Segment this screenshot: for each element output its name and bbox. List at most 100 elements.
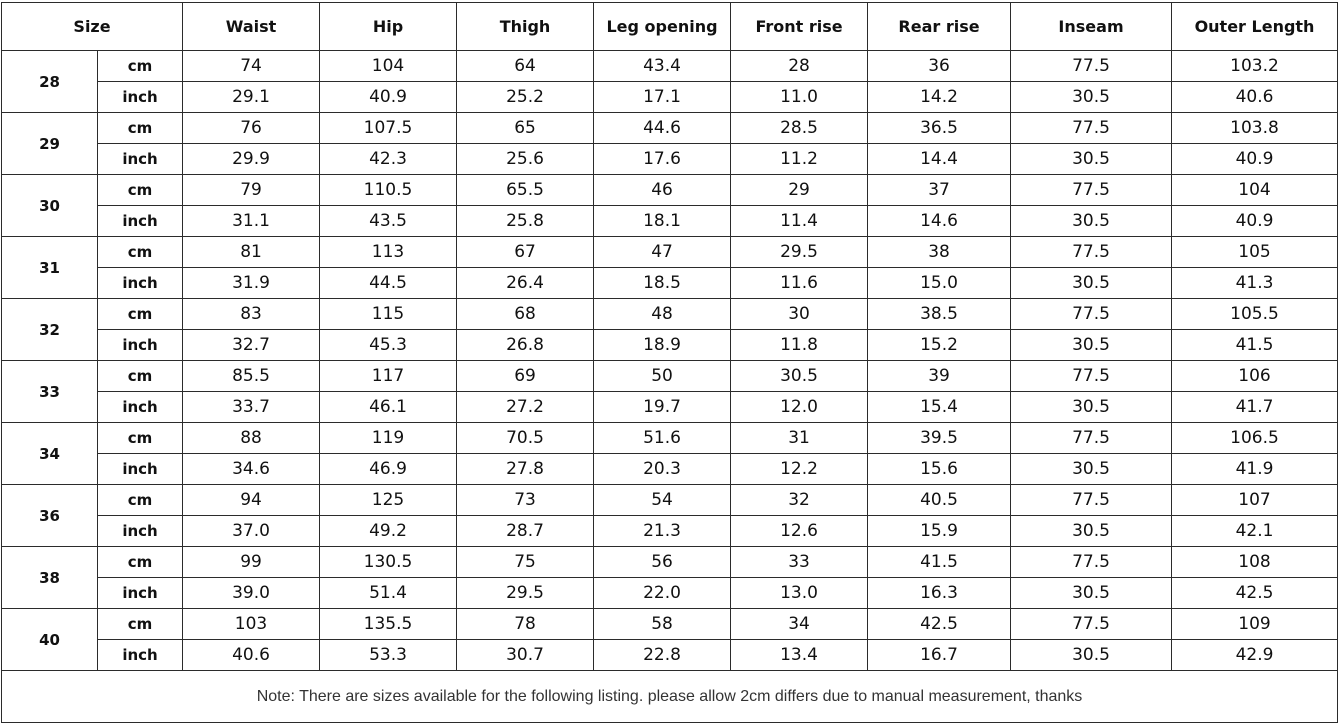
measurement-cell: 31 (730, 422, 869, 454)
measurement-cell: 27.8 (456, 453, 595, 485)
measurement-cell: 30.5 (1010, 143, 1173, 175)
measurement-cell: 16.3 (867, 577, 1012, 609)
table-row: inch 37.0 49.2 28.7 21.3 12.6 15.9 30.5 42.1 (2, 515, 1339, 547)
measurement-cell: 41.9 (1171, 453, 1339, 485)
measurement-cell: 106.5 (1171, 422, 1339, 454)
measurement-cell: 30.5 (1010, 639, 1173, 671)
measurement-cell: 15.4 (867, 391, 1012, 423)
measurement-cell: 30.5 (1010, 81, 1173, 113)
measurement-cell: 33.7 (182, 391, 321, 423)
measurement-cell: 39.5 (867, 422, 1012, 454)
measurement-cell: 81 (182, 236, 321, 268)
measurement-cell: 70.5 (456, 422, 595, 454)
unit-cell: cm (96, 50, 184, 82)
measurement-cell: 25.8 (456, 205, 595, 237)
measurement-cell: 73 (456, 484, 595, 516)
measurement-cell: 77.5 (1010, 360, 1173, 392)
measurement-cell: 83 (182, 298, 321, 330)
measurement-cell: 64 (456, 50, 595, 82)
size-cell: 34 (1, 422, 98, 485)
table-row: 28 cm 74 104 64 43.4 28 36 77.5 103.2 (1, 50, 1339, 113)
unit-cell: inch (96, 267, 184, 299)
measurement-cell: 76 (182, 112, 321, 144)
measurement-cell: 77.5 (1010, 50, 1173, 82)
measurement-cell: 17.6 (593, 143, 732, 175)
table-row: 30 cm 79 110.5 65.5 46 29 37 77.5 104 (1, 174, 1339, 237)
table-row: 38 cm 99 130.5 75 56 33 41.5 77.5 108 (1, 546, 1339, 609)
measurement-cell: 79 (182, 174, 321, 206)
measurement-cell: 30.5 (1010, 515, 1173, 547)
measurement-cell: 42.3 (319, 143, 458, 175)
measurement-cell: 37.0 (182, 515, 321, 547)
measurement-cell: 46.1 (319, 391, 458, 423)
measurement-cell: 25.2 (456, 81, 595, 113)
measurement-cell: 85.5 (182, 360, 321, 392)
size-cell: 32 (1, 298, 98, 361)
unit-cell: inch (96, 329, 184, 361)
measurement-cell: 48 (593, 298, 732, 330)
measurement-cell: 12.0 (730, 391, 869, 423)
measurement-cell: 43.4 (593, 50, 732, 82)
measurement-cell: 109 (1171, 608, 1339, 640)
table-row: 31 cm 81 113 67 47 29.5 38 77.5 105 (1, 236, 1339, 299)
measurement-cell: 69 (456, 360, 595, 392)
measurement-cell: 77.5 (1010, 298, 1173, 330)
size-cell: 29 (1, 112, 98, 175)
measurement-cell: 113 (319, 236, 458, 268)
measurement-cell: 34 (730, 608, 869, 640)
table-row: inch 29.9 42.3 25.6 17.6 11.2 14.4 30.5 40.9 (2, 143, 1339, 175)
measurement-cell: 30 (730, 298, 869, 330)
measurement-cell: 51.4 (319, 577, 458, 609)
measurement-cell: 38 (867, 236, 1012, 268)
measurement-cell: 88 (182, 422, 321, 454)
measurement-cell: 41.7 (1171, 391, 1339, 423)
header-size: Size (0, 2, 184, 51)
measurement-cell: 107.5 (319, 112, 458, 144)
size-cell: 36 (1, 484, 98, 547)
measurement-cell: 21.3 (593, 515, 732, 547)
unit-cell: cm (96, 298, 184, 330)
size-cell: 28 (1, 50, 98, 113)
measurement-cell: 77.5 (1010, 174, 1173, 206)
measurement-cell: 16.7 (867, 639, 1012, 671)
unit-cell: inch (96, 515, 184, 547)
measurement-cell: 43.5 (319, 205, 458, 237)
measurement-cell: 67 (456, 236, 595, 268)
measurement-cell: 28.5 (730, 112, 869, 144)
table-row: inch 33.7 46.1 27.2 19.7 12.0 15.4 30.5 41.7 (2, 391, 1339, 423)
measurement-cell: 12.6 (730, 515, 869, 547)
measurement-cell: 115 (319, 298, 458, 330)
measurement-cell: 44.6 (593, 112, 732, 144)
size-cell: 40 (1, 608, 98, 671)
measurement-cell: 42.5 (1171, 577, 1339, 609)
header-inseam: Inseam (1010, 2, 1173, 51)
measurement-cell: 46.9 (319, 453, 458, 485)
measurement-cell: 11.2 (730, 143, 869, 175)
measurement-cell: 44.5 (319, 267, 458, 299)
measurement-cell: 11.4 (730, 205, 869, 237)
measurement-cell: 42.9 (1171, 639, 1339, 671)
measurement-cell: 45.3 (319, 329, 458, 361)
measurement-cell: 18.9 (593, 329, 732, 361)
header-row: Size Waist Hip Thigh Leg opening Front r… (0, 2, 1339, 51)
unit-cell: inch (96, 453, 184, 485)
unit-cell: cm (96, 546, 184, 578)
measurement-cell: 20.3 (593, 453, 732, 485)
measurement-cell: 15.0 (867, 267, 1012, 299)
measurement-cell: 50 (593, 360, 732, 392)
measurement-cell: 119 (319, 422, 458, 454)
unit-cell: inch (96, 391, 184, 423)
measurement-cell: 18.1 (593, 205, 732, 237)
unit-cell: cm (96, 608, 184, 640)
measurement-cell: 125 (319, 484, 458, 516)
measurement-cell: 41.5 (1171, 329, 1339, 361)
measurement-cell: 94 (182, 484, 321, 516)
measurement-cell: 40.9 (319, 81, 458, 113)
measurement-cell: 36.5 (867, 112, 1012, 144)
unit-cell: cm (96, 484, 184, 516)
measurement-cell: 34.6 (182, 453, 321, 485)
size-cell: 31 (1, 236, 98, 299)
measurement-cell: 29.9 (182, 143, 321, 175)
measurement-cell: 65.5 (456, 174, 595, 206)
measurement-cell: 104 (319, 50, 458, 82)
